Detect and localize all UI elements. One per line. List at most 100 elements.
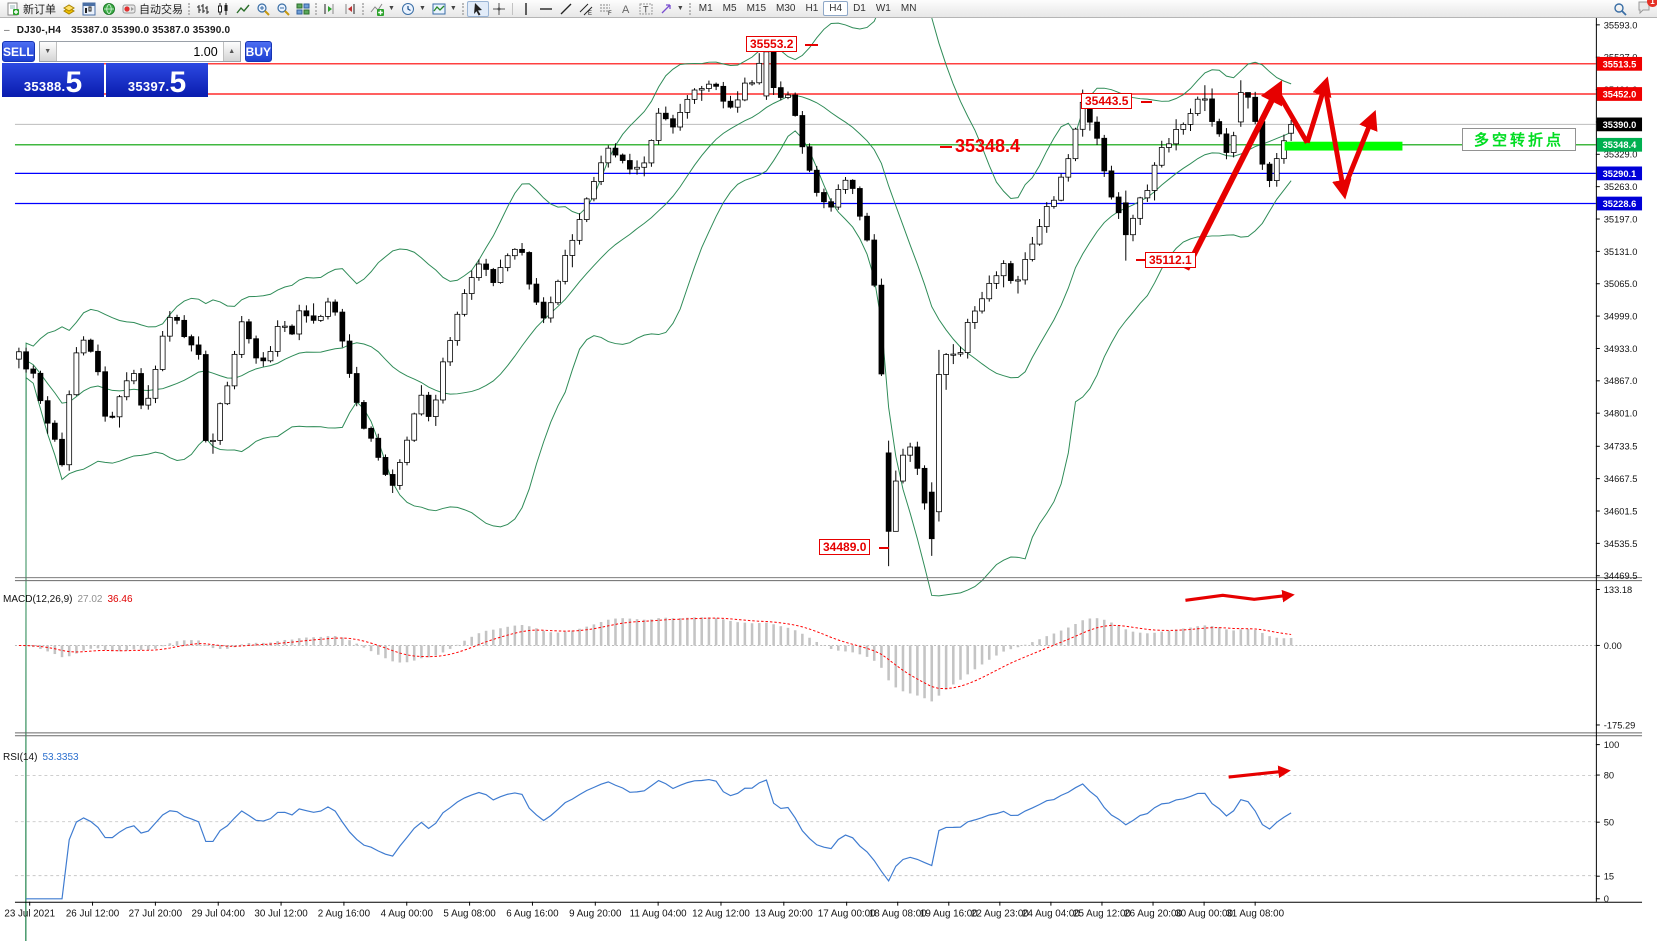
chart-canvas[interactable]: 35593.035527.035461.035395.035329.035263… (0, 17, 1657, 941)
time-axis-label: 11 Aug 04:00 (630, 908, 688, 919)
dropdown-arrow-icon: ▼ (418, 5, 426, 12)
timeframe-h4[interactable]: H4 (823, 1, 849, 16)
rsi-axis-label: 80 (1604, 770, 1614, 780)
sell-price-big-digit: 5 (65, 66, 83, 99)
price-axis-tick: 35263.0 (1604, 182, 1638, 192)
time-axis-label: 2 Aug 16:00 (318, 908, 371, 919)
fibonacci-icon: F (599, 4, 612, 16)
timeframe-m15[interactable]: M15 (746, 3, 767, 14)
turning-point-note[interactable]: 多空转折点 (1462, 128, 1576, 151)
timeframe-h1[interactable]: H1 (805, 3, 819, 14)
price-axis-tick: 34999.0 (1604, 312, 1638, 322)
one-click-trading-panel: SELL ▼ ▲ BUY 35388. 5 35397. 5 (2, 41, 273, 99)
market-watch-button[interactable] (59, 1, 79, 17)
high-callout-connector (805, 44, 818, 46)
equidistant-channel-icon: E (579, 3, 593, 16)
time-axis-label: 31 Aug 08:00 (1226, 908, 1284, 919)
timeframe-m30[interactable]: M30 (776, 3, 796, 14)
chart-ohlc-info: – DJ30-,H4 35387.0 35390.0 35387.0 35390… (4, 25, 230, 36)
price-axis-tick: 35329.0 (1604, 150, 1638, 160)
chart-window-icon (82, 2, 96, 15)
price-badge: 35228.6 (1603, 199, 1637, 209)
macd-signal-value: 36.46 (107, 594, 133, 605)
vertical-line-tool-button[interactable] (516, 1, 536, 17)
auto-scroll-button[interactable] (340, 1, 360, 17)
time-axis-label: 18 Aug 08:00 (869, 908, 927, 919)
timeframe-d1[interactable]: D1 (853, 3, 866, 14)
resistance-price-callout[interactable]: 35443.5 (1081, 93, 1133, 109)
crosshair-tool-button[interactable] (489, 1, 509, 17)
bottom-price-callout[interactable]: 34489.0 (819, 539, 871, 555)
pivot-price-label[interactable]: 35348.4 (940, 136, 1020, 157)
svg-text:T: T (643, 4, 649, 14)
sell-price-box[interactable]: 35388. 5 (2, 63, 104, 99)
periods-button[interactable]: ▼ (398, 1, 429, 17)
trendline-tool-button[interactable] (556, 1, 576, 17)
price-axis-tick: 35131.0 (1604, 247, 1638, 257)
timeframe-m5[interactable]: M5 (722, 3, 737, 14)
indicators-button[interactable]: ▼ (367, 1, 398, 17)
text-label-icon: T (639, 3, 653, 14)
arrows-tool-button[interactable]: ▼ (656, 1, 687, 17)
horizontal-line-tool-button[interactable] (536, 1, 556, 17)
swing-low-price-callout[interactable]: 35112.1 (1145, 252, 1196, 268)
text-label-tool-button[interactable]: T (636, 1, 656, 17)
navigator-button[interactable] (99, 1, 119, 17)
tile-windows-button[interactable] (293, 1, 313, 17)
rsi-axis-label: 50 (1604, 818, 1614, 828)
autotrading-button[interactable]: 自动交易 (119, 1, 186, 17)
price-axis-tick: 34933.0 (1604, 344, 1638, 354)
price-badge: 35452.0 (1603, 89, 1637, 99)
notifications-button[interactable]: 1 (1637, 0, 1657, 17)
channel-tool-button[interactable]: E (576, 1, 596, 17)
volume-decrease-button[interactable]: ▼ (39, 42, 57, 61)
line-chart-button[interactable] (233, 1, 253, 17)
text-tool-button[interactable]: A (616, 1, 636, 17)
volume-increase-button[interactable]: ▲ (222, 42, 240, 61)
search-icon[interactable] (1613, 2, 1627, 16)
time-axis-label: 6 Aug 16:00 (506, 908, 559, 919)
bar-chart-button[interactable] (193, 1, 213, 17)
toolbar-right: 1 (1613, 0, 1657, 17)
time-axis-label: 29 Jul 04:00 (192, 908, 246, 919)
time-axis-label: 30 Aug 00:00 (1175, 908, 1233, 919)
time-axis-label: 5 Aug 08:00 (443, 908, 496, 919)
swing-low-callout-connector (1136, 259, 1145, 261)
macd-axis-label: 133.18 (1604, 585, 1632, 595)
sell-button[interactable]: SELL (2, 41, 35, 62)
chart-shift-button[interactable] (320, 1, 340, 17)
price-axis-tick: 34733.5 (1604, 442, 1638, 452)
toolbar-grip (688, 2, 692, 15)
timeframe-w1[interactable]: W1 (875, 3, 891, 14)
timeframe-group: M1 M5 M15 M30 H1 H4 D1 W1 MN (694, 1, 922, 16)
time-axis-label: 24 Aug 04:00 (1022, 908, 1080, 919)
macd-main-value: 27.02 (77, 594, 103, 605)
rsi-label: RSI(14) 53.3353 (3, 752, 79, 763)
timeframe-mn[interactable]: MN (900, 3, 917, 14)
macd-axis-label: 0.00 (1604, 641, 1622, 651)
buy-button[interactable]: BUY (244, 41, 273, 62)
cursor-tool-button[interactable] (466, 0, 489, 17)
time-axis-label: 26 Aug 20:00 (1124, 908, 1182, 919)
timeframe-m1[interactable]: M1 (698, 3, 713, 14)
volume-input[interactable] (56, 42, 223, 61)
resistance-callout-connector (1141, 101, 1152, 103)
dropdown-arrow-icon: ▼ (449, 5, 457, 12)
autotrading-icon (122, 4, 136, 13)
zoom-in-button[interactable] (253, 1, 273, 17)
new-order-button[interactable]: 新订单 (3, 1, 59, 17)
fibonacci-tool-button[interactable]: F (596, 1, 616, 17)
zoom-out-button[interactable] (273, 1, 293, 17)
rsi-name: RSI(14) (3, 752, 38, 763)
toolbar-grip (315, 2, 318, 15)
templates-button[interactable]: ▼ (429, 1, 460, 17)
cursor-icon (473, 2, 482, 15)
toolbar-grip (362, 2, 365, 15)
price-badge: 35390.0 (1603, 120, 1637, 130)
candlestick-button[interactable] (213, 1, 233, 17)
clock-icon (401, 2, 414, 15)
high-price-callout[interactable]: 35553.2 (746, 36, 798, 52)
price-axis-tick: 34469.5 (1604, 571, 1638, 581)
chart-window-button[interactable] (79, 1, 99, 17)
buy-price-box[interactable]: 35397. 5 (106, 63, 208, 98)
